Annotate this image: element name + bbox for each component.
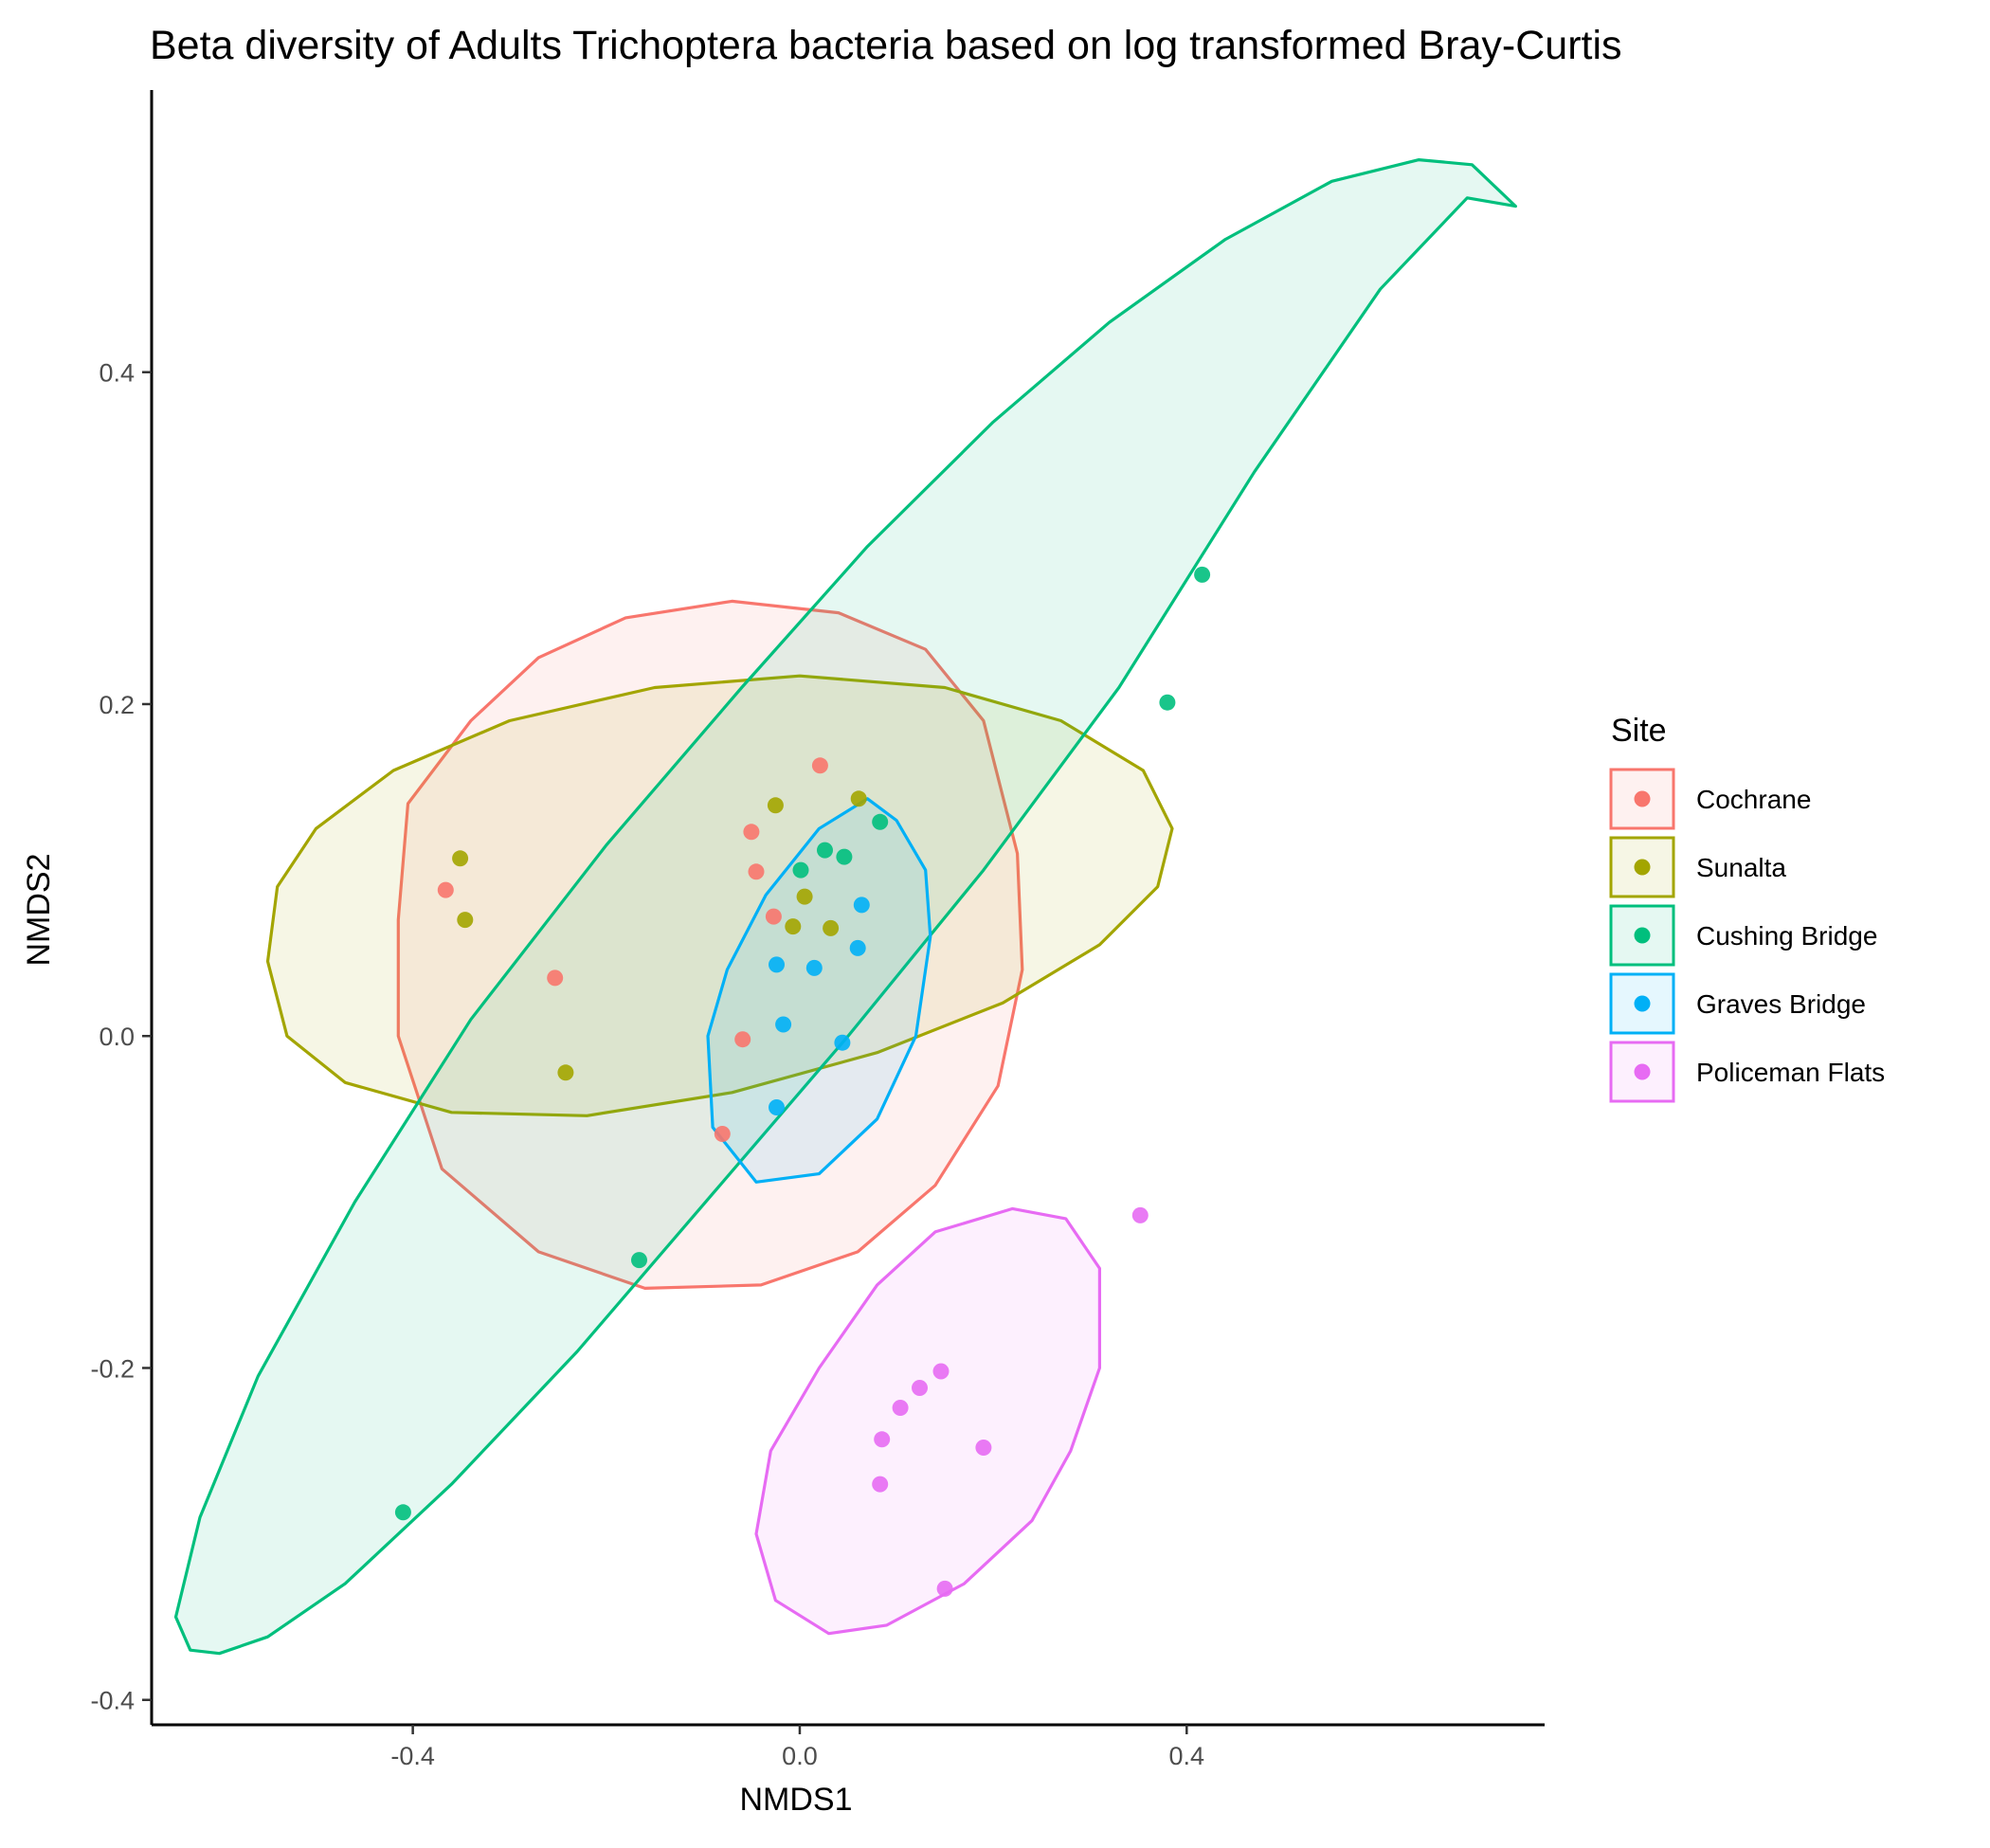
point-cushing-bridge-1 (1194, 566, 1211, 583)
ellipse-cochrane (396, 599, 1024, 1291)
point-sunalta-4 (767, 797, 784, 814)
ellipse-cushing-bridge (173, 158, 1518, 1656)
point-sunalta-7 (785, 918, 802, 935)
legend-label-policeman-flats: Policeman Flats (1696, 1058, 1885, 1087)
legend-marker-cochrane (1634, 790, 1651, 807)
y-tick-label: -0.4 (90, 1687, 135, 1715)
point-cochrane-1 (437, 881, 454, 898)
point-cochrane-2 (547, 969, 564, 987)
legend-marker-sunalta (1634, 859, 1651, 876)
ellipses-layer (173, 158, 1518, 1656)
legend-title: Site (1611, 713, 1667, 749)
x-tick-label: -0.4 (390, 1742, 435, 1770)
point-policeman-flats-5 (874, 1431, 891, 1448)
point-cushing-bridge-8 (394, 1504, 411, 1521)
point-cochrane-6 (765, 908, 782, 925)
legend-item-cochrane: Cochrane (1609, 768, 1811, 830)
x-axis-title: NMDS1 (739, 1782, 852, 1818)
chart-title: Beta diversity of Adults Trichoptera bac… (150, 23, 1622, 68)
point-policeman-flats-4 (892, 1400, 909, 1416)
point-cushing-bridge-4 (817, 842, 833, 859)
point-sunalta-8 (823, 919, 840, 936)
legend-marker-graves-bridge (1634, 995, 1651, 1012)
y-tick-label: 0.4 (99, 359, 135, 388)
x-tick-label: 0.0 (782, 1742, 818, 1770)
point-cochrane-8 (714, 1126, 731, 1142)
point-cushing-bridge-6 (792, 861, 809, 879)
point-cushing-bridge-3 (872, 813, 889, 830)
point-policeman-flats-1 (1131, 1206, 1149, 1223)
point-graves-bridge-4 (805, 959, 823, 976)
legend-item-policeman-flats: Policeman Flats (1609, 1041, 1885, 1103)
point-policeman-flats-2 (932, 1363, 950, 1380)
point-policeman-flats-6 (975, 1440, 992, 1456)
legend-items: Cochrane Sunalta Cushing Bridge Graves Brid… (1609, 768, 1885, 1103)
point-graves-bridge-7 (769, 1099, 785, 1115)
legend-item-graves-bridge: Graves Bridge (1609, 972, 1866, 1035)
point-cushing-bridge-2 (1159, 694, 1176, 711)
point-cushing-bridge-7 (631, 1252, 647, 1269)
ellipse-sunalta (265, 674, 1174, 1117)
y-tick-label: 0.0 (99, 1023, 135, 1051)
point-graves-bridge-3 (769, 956, 785, 973)
legend-marker-cushing-bridge (1634, 927, 1651, 944)
x-tick-label: 0.4 (1169, 1742, 1205, 1770)
point-sunalta-3 (557, 1064, 574, 1081)
y-tick-label: 0.2 (99, 691, 135, 719)
legend-label-cushing-bridge: Cushing Bridge (1696, 921, 1877, 951)
legend-item-cushing-bridge: Cushing Bridge (1609, 904, 1877, 967)
point-sunalta-2 (457, 912, 474, 929)
point-graves-bridge-6 (834, 1034, 851, 1051)
point-graves-bridge-1 (853, 897, 870, 914)
ellipse-policeman-flats (754, 1206, 1102, 1636)
legend: Site Cochrane Sunalta Cushing Bridge Graves… (1609, 713, 1885, 1103)
ellipse-graves-bridge (706, 797, 932, 1184)
point-cochrane-7 (734, 1031, 751, 1048)
point-cochrane-4 (743, 824, 760, 841)
point-cushing-bridge-5 (836, 848, 853, 865)
legend-marker-policeman-flats (1634, 1063, 1651, 1080)
point-policeman-flats-3 (912, 1380, 928, 1396)
legend-label-cochrane: Cochrane (1696, 785, 1811, 814)
points-layer (394, 566, 1211, 1597)
point-graves-bridge-5 (775, 1016, 792, 1033)
point-graves-bridge-2 (849, 939, 866, 956)
point-cochrane-5 (748, 863, 765, 880)
point-cochrane-3 (811, 757, 828, 774)
point-sunalta-1 (452, 850, 469, 867)
y-tick-label: -0.2 (90, 1354, 135, 1383)
point-sunalta-5 (850, 790, 867, 807)
y-axis-title: NMDS2 (21, 853, 57, 966)
legend-label-sunalta: Sunalta (1696, 853, 1786, 882)
axes-layer: -0.4 0.0 0.4 -0.4 -0.2 0.0 0.2 0.4 (90, 90, 1545, 1770)
point-policeman-flats-8 (936, 1580, 953, 1597)
legend-label-graves-bridge: Graves Bridge (1696, 989, 1866, 1019)
legend-item-sunalta: Sunalta (1609, 836, 1786, 898)
point-policeman-flats-7 (872, 1476, 889, 1493)
point-sunalta-6 (796, 888, 813, 905)
